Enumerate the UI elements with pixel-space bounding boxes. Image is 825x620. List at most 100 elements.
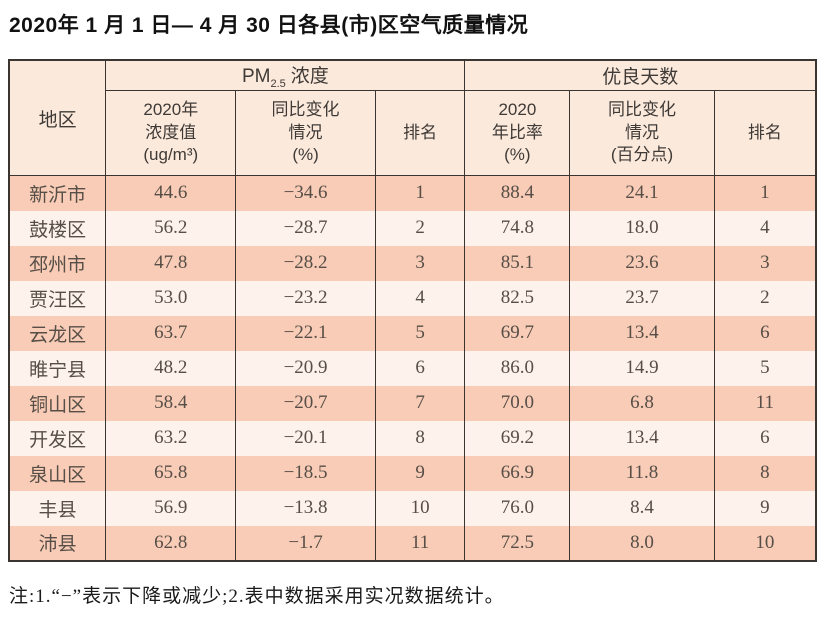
cell-good-rank: 6 bbox=[713, 420, 817, 456]
footnote: 注:1.“−”表示下降或减少;2.表中数据采用实况数据统计。 bbox=[9, 585, 505, 607]
table-row: 泉山区 65.8 −18.5 9 66.9 11.8 8 bbox=[8, 455, 817, 491]
cell-pm-value: 65.8 bbox=[105, 455, 237, 491]
cell-pm-change: −28.2 bbox=[235, 245, 376, 281]
header-pm25-group: PM2.5 浓度 bbox=[105, 59, 466, 92]
cell-good-change: 18.0 bbox=[569, 210, 715, 246]
cell-pm-change: −20.7 bbox=[235, 385, 376, 421]
table-row: 睢宁县 48.2 −20.9 6 86.0 14.9 5 bbox=[8, 350, 817, 386]
cell-good-ratio: 88.4 bbox=[464, 175, 571, 211]
cell-pm-value: 53.0 bbox=[105, 280, 237, 316]
cell-pm-rank: 10 bbox=[374, 490, 466, 526]
cell-good-ratio: 76.0 bbox=[464, 490, 571, 526]
cell-good-change: 11.8 bbox=[569, 455, 715, 491]
cell-good-ratio: 74.8 bbox=[464, 210, 571, 246]
cell-good-ratio: 69.7 bbox=[464, 315, 571, 351]
cell-pm-rank: 6 bbox=[374, 350, 466, 386]
table-row: 丰县 56.9 −13.8 10 76.0 8.4 9 bbox=[8, 490, 817, 526]
cell-region: 开发区 bbox=[8, 420, 107, 456]
table-header: 地区 PM2.5 浓度 优良天数 2020年 浓度值 (ug/m³) 同比变化 情… bbox=[8, 59, 817, 177]
cell-region: 沛县 bbox=[8, 525, 107, 561]
cell-pm-change: −20.1 bbox=[235, 420, 376, 456]
table-row: 开发区 63.2 −20.1 8 69.2 13.4 6 bbox=[8, 420, 817, 456]
cell-pm-value: 47.8 bbox=[105, 245, 237, 281]
cell-good-change: 24.1 bbox=[569, 175, 715, 211]
table-row: 鼓楼区 56.2 −28.7 2 74.8 18.0 4 bbox=[8, 210, 817, 246]
cell-good-ratio: 66.9 bbox=[464, 455, 571, 491]
cell-pm-rank: 3 bbox=[374, 245, 466, 281]
cell-good-change: 13.4 bbox=[569, 315, 715, 351]
cell-pm-change: −18.5 bbox=[235, 455, 376, 491]
pm25-label: PM2.5 浓度 bbox=[241, 66, 329, 91]
cell-pm-change: −28.7 bbox=[235, 210, 376, 246]
table-row: 铜山区 58.4 −20.7 7 70.0 6.8 11 bbox=[8, 385, 817, 421]
cell-pm-change: −22.1 bbox=[235, 315, 376, 351]
cell-pm-value: 56.2 bbox=[105, 210, 237, 246]
cell-good-rank: 1 bbox=[713, 175, 817, 211]
cell-pm-change: −1.7 bbox=[235, 525, 376, 561]
table-row: 沛县 62.8 −1.7 11 72.5 8.0 10 bbox=[8, 525, 817, 561]
cell-region: 贾汪区 bbox=[8, 280, 107, 316]
page-title: 2020年 1 月 1 日— 4 月 30 日各县(市)区空气质量情况 bbox=[9, 14, 529, 37]
cell-good-change: 23.7 bbox=[569, 280, 715, 316]
header-row-subcolumns: 2020年 浓度值 (ug/m³) 同比变化 情况 (%) 排名 2020 年比… bbox=[9, 90, 817, 177]
cell-pm-value: 63.2 bbox=[105, 420, 237, 456]
cell-good-rank: 11 bbox=[713, 385, 817, 421]
cell-pm-rank: 2 bbox=[374, 210, 466, 246]
header-pm-value: 2020年 浓度值 (ug/m³) bbox=[105, 90, 237, 177]
cell-pm-rank: 5 bbox=[374, 315, 466, 351]
cell-pm-change: −23.2 bbox=[235, 280, 376, 316]
header-good-change: 同比变化 情况 (百分点) bbox=[569, 90, 715, 177]
table-row: 云龙区 63.7 −22.1 5 69.7 13.4 6 bbox=[8, 315, 817, 351]
cell-good-change: 8.4 bbox=[569, 490, 715, 526]
cell-good-rank: 9 bbox=[713, 490, 817, 526]
cell-good-ratio: 72.5 bbox=[464, 525, 571, 561]
table-body: 新沂市 44.6 −34.6 1 88.4 24.1 1 鼓楼区 56.2 −28.7 2 74.8 1… bbox=[8, 175, 817, 561]
cell-region: 鼓楼区 bbox=[8, 210, 107, 246]
table-row: 新沂市 44.6 −34.6 1 88.4 24.1 1 bbox=[8, 175, 817, 211]
cell-pm-value: 63.7 bbox=[105, 315, 237, 351]
cell-region: 新沂市 bbox=[8, 175, 107, 211]
cell-good-ratio: 85.1 bbox=[464, 245, 571, 281]
cell-good-rank: 6 bbox=[713, 315, 817, 351]
cell-pm-value: 58.4 bbox=[105, 385, 237, 421]
header-row-groups: 地区 PM2.5 浓度 优良天数 bbox=[8, 59, 817, 177]
cell-region: 睢宁县 bbox=[8, 350, 107, 386]
cell-good-ratio: 70.0 bbox=[464, 385, 571, 421]
cell-good-rank: 2 bbox=[713, 280, 817, 316]
header-region: 地区 bbox=[8, 59, 107, 177]
cell-good-rank: 8 bbox=[713, 455, 817, 491]
table-row: 贾汪区 53.0 −23.2 4 82.5 23.7 2 bbox=[8, 280, 817, 316]
cell-good-change: 8.0 bbox=[569, 525, 715, 561]
cell-region: 邳州市 bbox=[8, 245, 107, 281]
cell-pm-value: 62.8 bbox=[105, 525, 237, 561]
cell-pm-change: −34.6 bbox=[235, 175, 376, 211]
cell-pm-rank: 4 bbox=[374, 280, 466, 316]
cell-pm-change: −20.9 bbox=[235, 350, 376, 386]
cell-pm-rank: 9 bbox=[374, 455, 466, 491]
header-pm-change: 同比变化 情况 (%) bbox=[235, 90, 376, 177]
cell-pm-change: −13.8 bbox=[235, 490, 376, 526]
cell-pm-rank: 1 bbox=[374, 175, 466, 211]
cell-good-ratio: 86.0 bbox=[464, 350, 571, 386]
cell-good-change: 6.8 bbox=[569, 385, 715, 421]
cell-good-ratio: 82.5 bbox=[464, 280, 571, 316]
cell-good-rank: 4 bbox=[713, 210, 817, 246]
cell-pm-rank: 11 bbox=[374, 525, 466, 561]
header-good-days-group: 优良天数 bbox=[464, 59, 817, 92]
cell-good-rank: 5 bbox=[713, 350, 817, 386]
cell-good-rank: 10 bbox=[713, 525, 817, 561]
header-pm-rank: 排名 bbox=[374, 90, 466, 177]
cell-good-rank: 3 bbox=[713, 245, 817, 281]
table-row: 邳州市 47.8 −28.2 3 85.1 23.6 3 bbox=[8, 245, 817, 281]
header-good-rank: 排名 bbox=[713, 90, 817, 177]
header-good-ratio: 2020 年比率 (%) bbox=[464, 90, 571, 177]
cell-good-change: 14.9 bbox=[569, 350, 715, 386]
cell-pm-value: 56.9 bbox=[105, 490, 237, 526]
cell-region: 云龙区 bbox=[8, 315, 107, 351]
pm25-subscript: 2.5 bbox=[270, 78, 286, 91]
air-quality-table: 地区 PM2.5 浓度 优良天数 2020年 浓度值 (ug/m³) 同比变化 情… bbox=[8, 59, 817, 562]
cell-region: 泉山区 bbox=[8, 455, 107, 491]
cell-pm-rank: 7 bbox=[374, 385, 466, 421]
cell-pm-value: 48.2 bbox=[105, 350, 237, 386]
